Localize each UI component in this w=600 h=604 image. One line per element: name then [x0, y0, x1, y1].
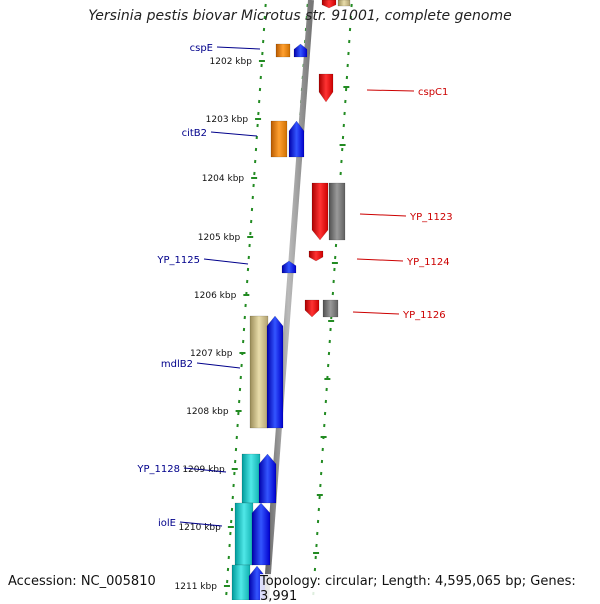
feature-block: [329, 183, 345, 240]
kbp-label: 1202 kbp: [210, 57, 253, 67]
gene-label-reverse: YP_1124: [406, 257, 450, 268]
genome-title: Yersinia pestis biovar Microtus str. 910…: [0, 8, 600, 24]
gene-label-forward: mdlB2: [161, 359, 193, 370]
accession-label: Accession: NC_005810: [8, 574, 156, 589]
gene-label-forward: citB2: [182, 128, 207, 139]
label-leader: [357, 259, 403, 261]
feature-block: [232, 565, 250, 600]
gene-label-forward: iolE: [158, 518, 176, 529]
reverse-gene-arrow: [319, 74, 333, 102]
label-leader: [360, 214, 406, 216]
label-leader: [367, 90, 414, 91]
gene-label-reverse: YP_1126: [402, 310, 446, 321]
label-leader: [217, 47, 260, 49]
kbp-label: 1210 kbp: [178, 523, 221, 533]
feature-block: [242, 454, 260, 503]
feature-block: [323, 300, 338, 317]
reverse-gene-arrow: [309, 251, 323, 261]
feature-block: [276, 44, 290, 57]
label-leader: [204, 259, 248, 264]
gene-labels: cspE citB2 YP_1125 mdlB2 YP_1128 iolE cspC1 YP_…: [136, 43, 452, 529]
kbp-label: 1206 kbp: [194, 291, 237, 301]
kbp-label: 1205 kbp: [198, 233, 241, 243]
forward-gene-arrow: [259, 454, 276, 503]
gene-label-forward: YP_1128: [136, 464, 180, 475]
kbp-label: 1211 kbp: [175, 582, 218, 592]
kbp-label: 1203 kbp: [206, 115, 249, 125]
forward-gene-arrow: [267, 316, 283, 428]
feature-block: [235, 503, 253, 565]
label-leader: [211, 132, 257, 136]
label-leader: [353, 312, 399, 314]
reverse-gene-arrow: [312, 183, 328, 240]
gene-label-forward: cspE: [190, 43, 213, 54]
forward-gene-arrow: [252, 503, 270, 565]
feature-block: [250, 316, 268, 428]
kbp-label: 1208 kbp: [186, 407, 229, 417]
genome-backbone: [266, 0, 311, 600]
kbp-label: 1204 kbp: [202, 174, 245, 184]
gene-label-forward: YP_1125: [156, 255, 200, 266]
label-leader: [197, 363, 240, 368]
feature-block: [338, 0, 350, 6]
kbp-label: 1207 kbp: [190, 349, 233, 359]
backbone-line: [266, 0, 311, 600]
feature-block: [271, 121, 287, 157]
reverse-gene-arrow: [322, 0, 336, 8]
gene-label-reverse: YP_1123: [409, 212, 453, 223]
reverse-gene-arrow: [305, 300, 319, 317]
gene-label-reverse: cspC1: [418, 87, 448, 98]
